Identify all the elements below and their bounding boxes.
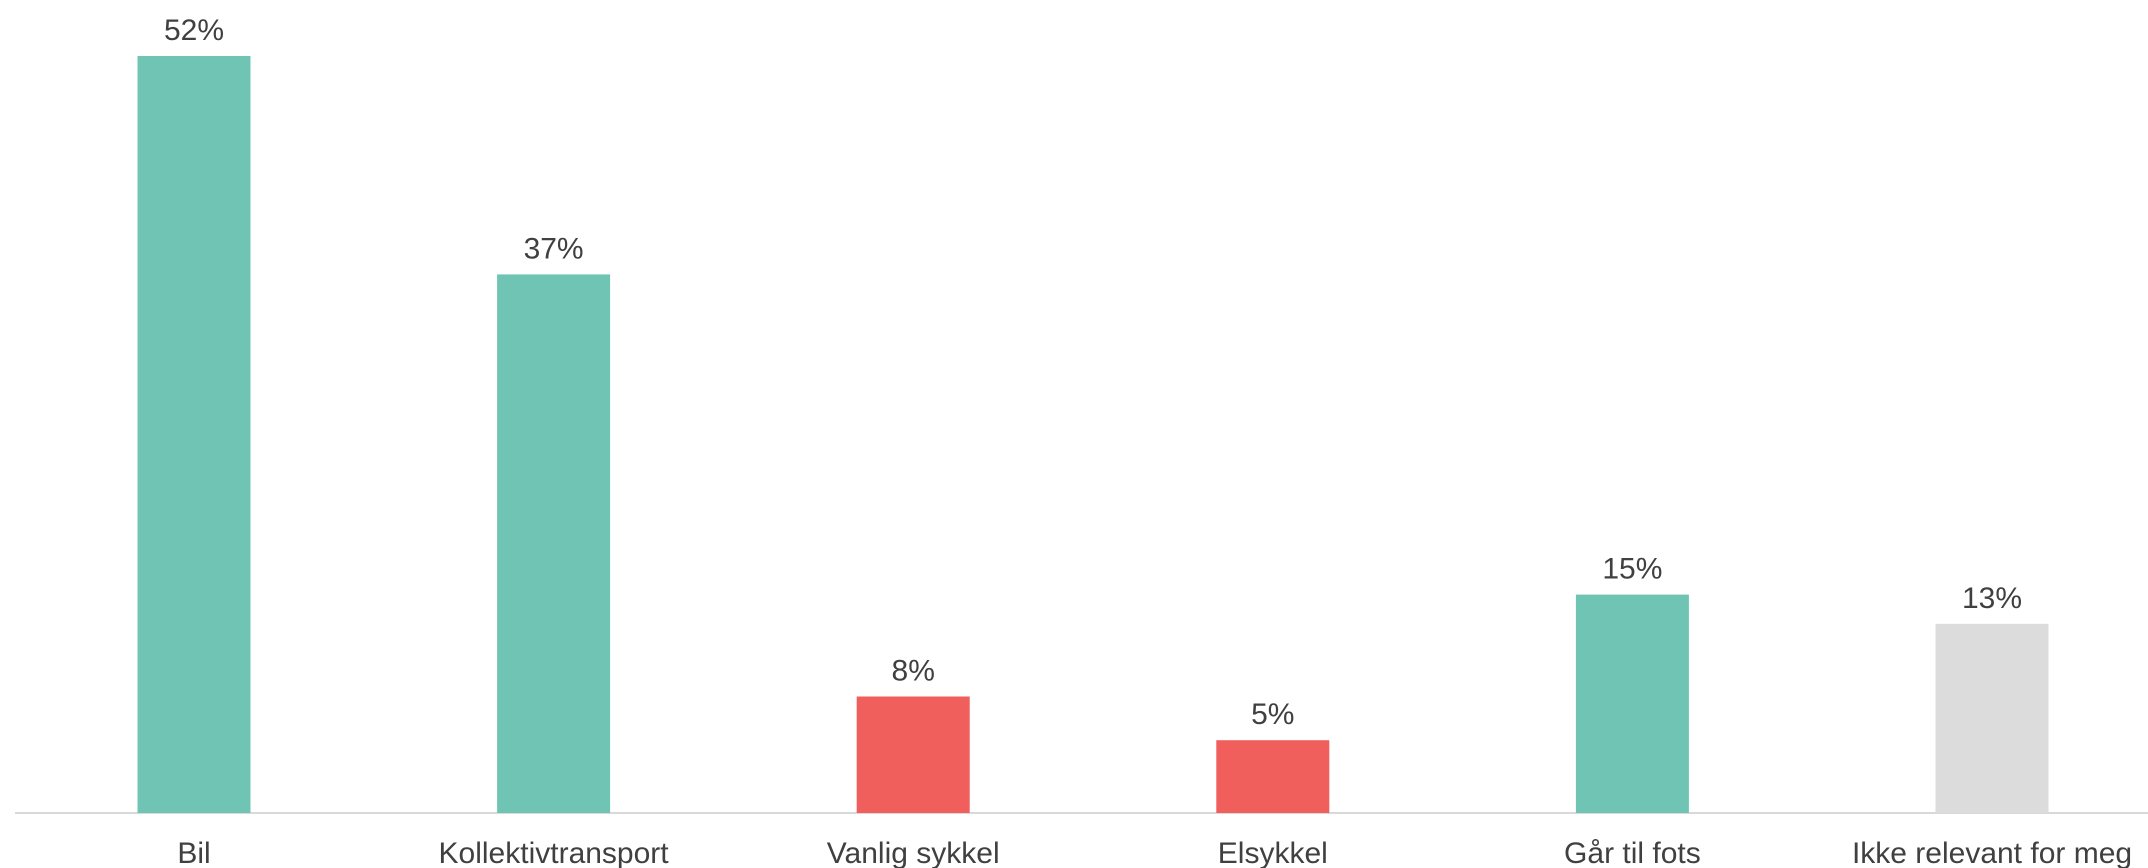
bar-3	[1216, 740, 1330, 813]
bar-0	[137, 56, 251, 813]
bar-1	[497, 274, 611, 813]
category-label-1: Kollektivtransport	[439, 837, 670, 868]
category-label-4: Går til fots	[1564, 837, 1701, 868]
bars-group	[137, 56, 2049, 814]
category-label-5: Ikke relevant for meg	[1852, 837, 2132, 868]
value-label-2: 8%	[892, 655, 935, 688]
value-label-3: 5%	[1251, 698, 1294, 731]
value-label-4: 15%	[1602, 553, 1662, 586]
category-label-3: Elsykkel	[1218, 837, 1328, 868]
category-label-0: Bil	[177, 837, 210, 868]
bar-2	[856, 696, 970, 813]
value-label-5: 13%	[1962, 582, 2022, 615]
value-label-0: 52%	[164, 14, 224, 47]
value-labels-group: 52% 37% 8% 5% 15% 13%	[164, 14, 2022, 731]
bar-5	[1935, 623, 2049, 814]
category-label-2: Vanlig sykkel	[827, 837, 1000, 868]
value-label-1: 37%	[524, 232, 584, 265]
category-tick-labels-group: Bil Kollektivtransport Vanlig sykkel Elsykk…	[177, 837, 2132, 868]
bar-4	[1575, 594, 1689, 813]
